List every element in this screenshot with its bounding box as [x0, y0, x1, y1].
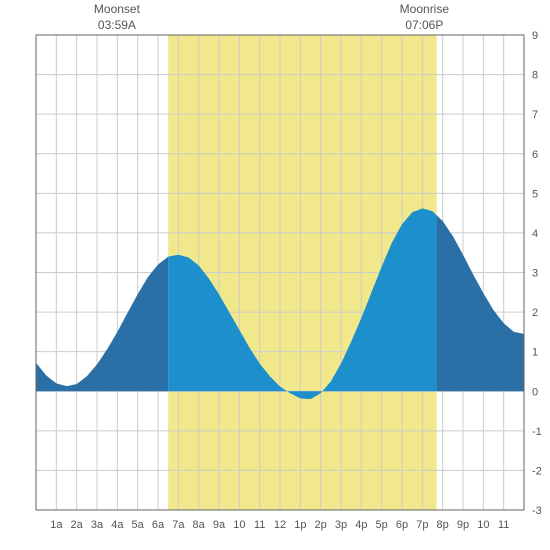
y-tick-label: 9: [532, 30, 538, 42]
x-tick-label: 12: [274, 519, 286, 531]
moonset-title: Moonset: [77, 2, 157, 18]
y-tick-label: 0: [532, 386, 538, 398]
y-tick-label: 6: [532, 149, 538, 161]
x-tick-label: 1p: [294, 519, 306, 531]
x-tick-label: 11: [254, 519, 265, 531]
x-tick-label: 5p: [376, 519, 388, 531]
x-tick-label: 2a: [71, 519, 84, 531]
chart-svg: -3-2-101234567891a2a3a4a5a6a7a8a9a101112…: [0, 0, 550, 550]
x-tick-label: 3a: [91, 519, 104, 531]
y-tick-label: 3: [532, 268, 538, 280]
x-tick-label: 2p: [315, 519, 327, 531]
y-tick-label: 8: [532, 70, 538, 82]
y-tick-label: 4: [532, 228, 538, 240]
moonrise-time: 07:06P: [384, 18, 464, 34]
y-tick-label: 2: [532, 307, 538, 319]
x-tick-label: 6a: [152, 519, 165, 531]
x-tick-label: 10: [233, 519, 245, 531]
x-tick-label: 10: [477, 519, 489, 531]
x-tick-label: 7p: [416, 519, 428, 531]
x-tick-label: 5a: [132, 519, 145, 531]
moonset-label: Moonset 03:59A: [77, 2, 157, 33]
y-tick-label: -2: [532, 465, 542, 477]
x-tick-label: 4a: [111, 519, 124, 531]
moonset-time: 03:59A: [77, 18, 157, 34]
x-tick-label: 7a: [172, 519, 185, 531]
x-tick-label: 3p: [335, 519, 347, 531]
y-tick-label: 7: [532, 109, 538, 121]
y-tick-label: -1: [532, 426, 542, 438]
x-tick-label: 6p: [396, 519, 408, 531]
x-tick-label: 4p: [355, 519, 367, 531]
x-tick-label: 9p: [457, 519, 469, 531]
x-tick-label: 11: [498, 519, 509, 531]
x-tick-label: 1a: [50, 519, 63, 531]
tide-chart: Moonset 03:59A Moonrise 07:06P -3-2-1012…: [0, 0, 550, 550]
moonrise-label: Moonrise 07:06P: [384, 2, 464, 33]
x-tick-label: 9a: [213, 519, 226, 531]
moonrise-title: Moonrise: [384, 2, 464, 18]
x-tick-label: 8a: [193, 519, 206, 531]
y-tick-label: 1: [532, 347, 538, 359]
y-tick-label: 5: [532, 188, 538, 200]
y-tick-label: -3: [532, 505, 542, 517]
x-tick-label: 8p: [437, 519, 449, 531]
